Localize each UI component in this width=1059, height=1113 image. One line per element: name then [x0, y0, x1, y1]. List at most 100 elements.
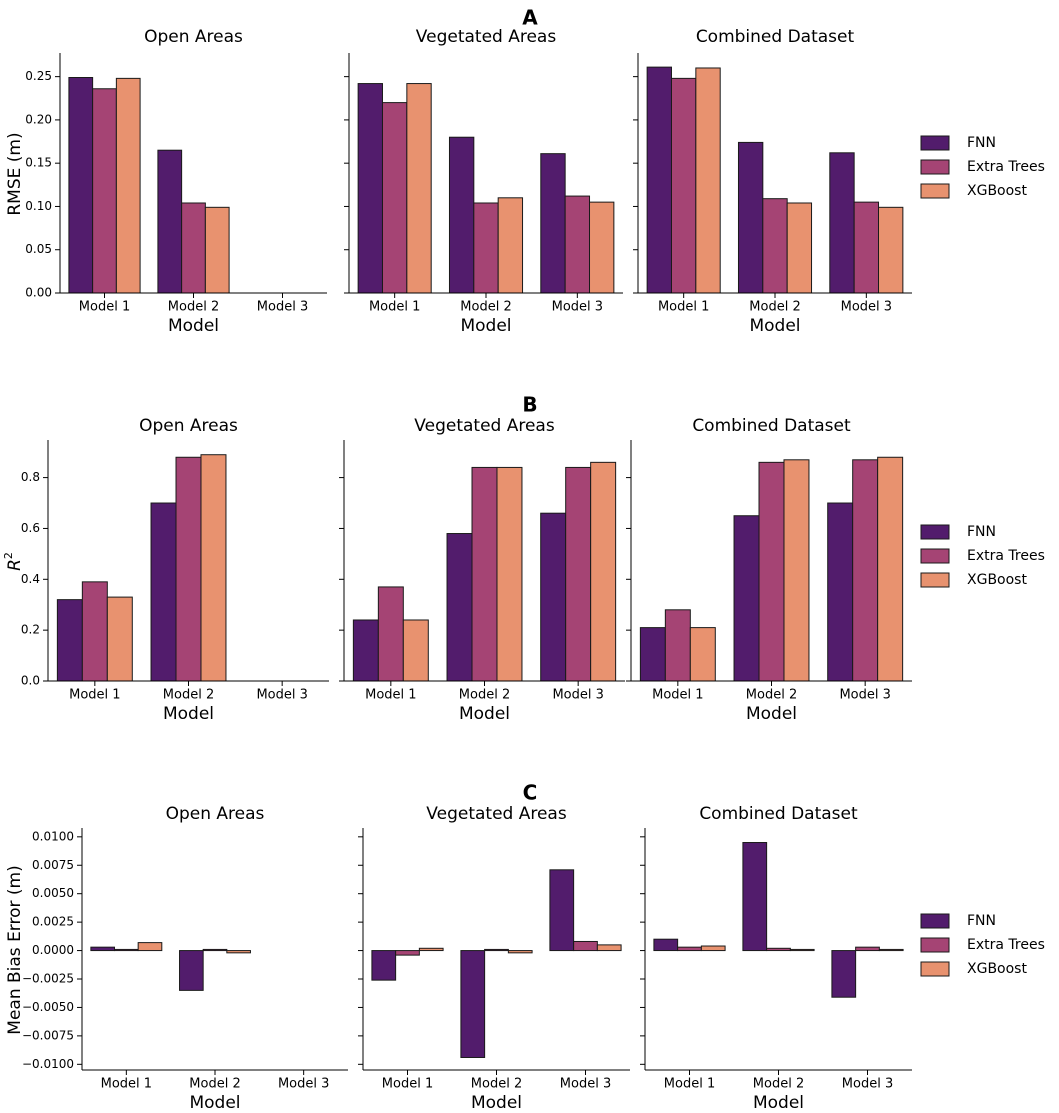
- legend-swatch-fnn: [920, 524, 950, 540]
- bar-fnn-model-1: [653, 938, 679, 952]
- y-axis-label-main: Mean Bias Error (m): [5, 865, 25, 1034]
- bar-fnn-model-3: [827, 502, 854, 682]
- bar-fnn-model-3: [829, 152, 855, 294]
- x-axis-label: Model: [168, 316, 219, 336]
- panel-title: Vegetated Areas: [414, 416, 555, 436]
- legend-swatch-extra-trees: [920, 159, 950, 175]
- x-axis-label: Model: [471, 1093, 522, 1113]
- y-tick-label: 0.20: [25, 112, 52, 126]
- y-tick-label: 0.05: [25, 242, 52, 256]
- bar-xgboost-model-1: [115, 77, 141, 294]
- row-label: B: [522, 393, 537, 417]
- panel-combined-dataset: Model 1 Model 2 Model 3 Combined Dataset Mod…: [640, 804, 912, 1113]
- legend-label: Extra Trees: [967, 937, 1045, 953]
- legend-swatch-xgboost: [920, 961, 950, 977]
- bar-fnn-model-2: [150, 502, 177, 682]
- panel-title: Open Areas: [144, 27, 243, 47]
- bar-xgboost-model-1: [137, 942, 163, 952]
- x-tick-label: Model 2: [749, 300, 800, 315]
- legend-swatch-fnn: [920, 135, 950, 151]
- x-tick-label: Model 3: [552, 688, 603, 703]
- bar-fnn-model-2: [157, 149, 183, 294]
- bar-extra-trees-model-1: [670, 77, 697, 294]
- legend-swatch-xgboost: [920, 183, 950, 199]
- x-tick-label: Model 1: [69, 688, 120, 703]
- panel-vegetated-areas: Model 1 Model 2 Model 3 Vegetated Areas Mode…: [358, 804, 630, 1113]
- x-tick-label: Model 1: [369, 300, 420, 315]
- bar-extra-trees-model-2: [175, 456, 202, 682]
- bar-xgboost-model-2: [200, 454, 227, 682]
- legend-swatch-xgboost: [920, 572, 950, 588]
- bar-extra-trees-model-2: [473, 202, 499, 294]
- bar-extra-trees-model-1: [81, 581, 108, 682]
- bar-xgboost-model-2: [507, 950, 533, 954]
- bar-xgboost-model-3: [878, 206, 904, 294]
- bar-extra-trees-model-2: [762, 198, 788, 294]
- panel-open-areas: −0.0100 −0.0075 −0.0050 −0.0025 0.0000 0.0025…: [22, 804, 348, 1113]
- x-axis-label: Model: [459, 704, 510, 724]
- panel-title: Vegetated Areas: [416, 27, 557, 47]
- legend-label: FNN: [967, 524, 996, 540]
- bar-fnn-model-1: [639, 627, 666, 682]
- y-axis-label-main: RMSE (m): [5, 132, 25, 215]
- y-tick-label: 0.00: [25, 286, 52, 300]
- x-tick-label: Model 2: [189, 1077, 240, 1092]
- panel-vegetated-areas: Model 1 Model 2 Model 3 Vegetated Areas Mode…: [344, 27, 623, 336]
- x-axis-label: Model: [749, 316, 800, 336]
- bar-xgboost-model-3: [589, 201, 615, 294]
- row-label: A: [522, 6, 538, 30]
- bar-fnn-model-1: [56, 599, 83, 682]
- y-tick-label: 0.0050: [32, 886, 74, 900]
- y-tick-label: 0.25: [25, 69, 52, 83]
- bar-fnn-model-2: [448, 136, 475, 294]
- bar-fnn-model-2: [742, 842, 768, 952]
- bar-extra-trees-model-3: [573, 940, 598, 952]
- bar-xgboost-model-1: [406, 83, 432, 294]
- bar-fnn-model-1: [90, 946, 116, 952]
- x-tick-label: Model 1: [79, 300, 130, 315]
- bar-extra-trees-model-3: [855, 946, 880, 952]
- x-tick-label: Model 2: [163, 688, 214, 703]
- bar-xgboost-model-3: [596, 944, 622, 952]
- bar-xgboost-model-2: [786, 202, 813, 294]
- x-tick-label: Model 1: [658, 300, 709, 315]
- panel-title: Open Areas: [139, 416, 238, 436]
- x-tick-label: Model 3: [841, 300, 892, 315]
- bar-fnn-model-1: [68, 77, 94, 294]
- bar-extra-trees-model-1: [92, 88, 117, 294]
- bar-fnn-model-2: [460, 950, 486, 1058]
- legend-swatch-extra-trees: [920, 548, 950, 564]
- row-label: C: [523, 781, 538, 805]
- x-tick-label: Model 3: [842, 1077, 893, 1092]
- y-tick-label: 0.0075: [32, 858, 74, 872]
- x-tick-label: Model 1: [382, 1077, 433, 1092]
- x-axis-label: Model: [753, 1093, 804, 1113]
- bar-extra-trees-model-1: [395, 950, 420, 956]
- x-tick-label: Model 1: [652, 688, 703, 703]
- x-tick-label: Model 2: [471, 1077, 522, 1092]
- bar-xgboost-model-2: [204, 206, 230, 294]
- panel-title: Vegetated Areas: [426, 804, 567, 824]
- y-tick-label: 0.4: [21, 572, 40, 586]
- panel-vegetated-areas: Model 1 Model 2 Model 3 Vegetated Areas Mode…: [339, 416, 625, 724]
- panel-title: Combined Dataset: [696, 27, 855, 47]
- bar-extra-trees-model-2: [758, 461, 785, 682]
- bar-xgboost-model-1: [418, 947, 444, 952]
- panel-title: Combined Dataset: [699, 804, 858, 824]
- bar-fnn-model-3: [831, 950, 857, 998]
- bar-xgboost-model-1: [689, 627, 716, 682]
- panel-open-areas: 0.0 0.2 0.4 0.6 0.8 Model 1 Model 2 Model 3 Open…: [21, 416, 329, 724]
- y-tick-label: 0.0: [21, 674, 40, 688]
- bar-extra-trees-model-3: [564, 195, 591, 294]
- bar-xgboost-model-3: [877, 456, 904, 682]
- bar-xgboost-model-2: [496, 466, 523, 682]
- y-tick-label: −0.0050: [22, 1000, 74, 1014]
- x-tick-label: Model 3: [839, 688, 890, 703]
- x-tick-label: Model 2: [459, 688, 510, 703]
- legend-label: XGBoost: [967, 572, 1027, 588]
- legend-swatch-extra-trees: [920, 937, 950, 953]
- y-axis-label-superscript: 2: [2, 552, 15, 559]
- bar-fnn-model-2: [446, 533, 473, 682]
